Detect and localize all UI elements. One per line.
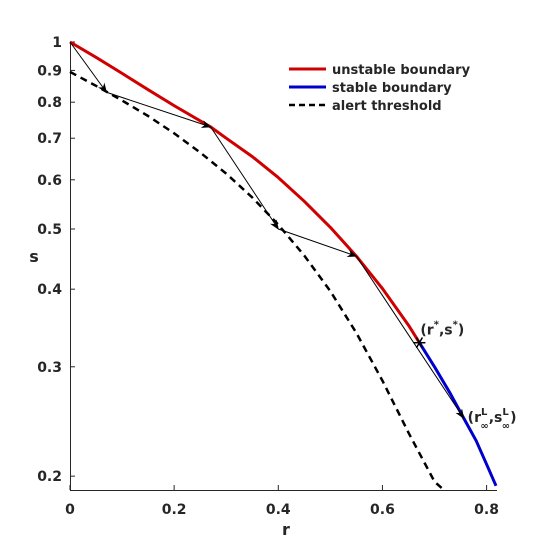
legend-label-alert-threshold: alert threshold — [332, 99, 442, 114]
y-tick-label: 0.7 — [37, 131, 62, 147]
trajectory-arrow — [355, 255, 465, 419]
x-ticks: 0 0.2 0.4 0.6 0.8 — [65, 485, 499, 518]
trajectory-arrow — [69, 41, 108, 94]
legend: unstable boundary stable boundary alert … — [289, 63, 471, 114]
y-tick-label: 0.5 — [37, 222, 62, 238]
x-tick-label: 0.4 — [266, 502, 291, 518]
y-tick-label: 0.3 — [37, 360, 62, 376]
series-line-alert-threshold — [69, 70, 445, 491]
legend-label-stable-boundary: stable boundary — [332, 81, 452, 96]
y-tick-label: 1 — [52, 35, 62, 51]
trajectory-arrow — [278, 228, 358, 258]
x-axis-label: r — [282, 520, 290, 539]
trajectory-layer — [69, 41, 465, 419]
y-tick-label: 0.2 — [37, 469, 62, 485]
equilibrium-point-label: (r*,s*) — [420, 320, 464, 339]
x-tick-label: 0.6 — [370, 502, 395, 518]
y-axis-label: s — [29, 247, 39, 266]
trajectory-arrow — [210, 126, 279, 230]
trajectory-arrow — [106, 91, 212, 128]
y-tick-label: 0.9 — [37, 63, 62, 79]
limit-point-label: (rL ∞,sL ∞) — [468, 407, 517, 432]
series-line-unstable-boundary — [69, 40, 421, 344]
x-tick-label: 0 — [65, 502, 75, 518]
y-tick-label: 0.4 — [37, 282, 62, 298]
x-tick-label: 0.8 — [474, 502, 499, 518]
y-tick-label: 0.8 — [37, 95, 62, 111]
y-tick-label: 0.6 — [37, 173, 62, 189]
axes — [70, 42, 497, 491]
x-tick-label: 0.2 — [162, 502, 187, 518]
legend-label-unstable-boundary: unstable boundary — [332, 63, 471, 78]
equilibrium-asterisk-marker — [413, 337, 426, 349]
y-ticks: 1 0.9 0.8 0.7 0.6 0.5 0.4 0.3 0.2 — [37, 35, 75, 485]
annotation-layer: (r*,s*) (rL ∞,sL ∞) — [420, 320, 516, 432]
marker-layer — [413, 337, 426, 349]
